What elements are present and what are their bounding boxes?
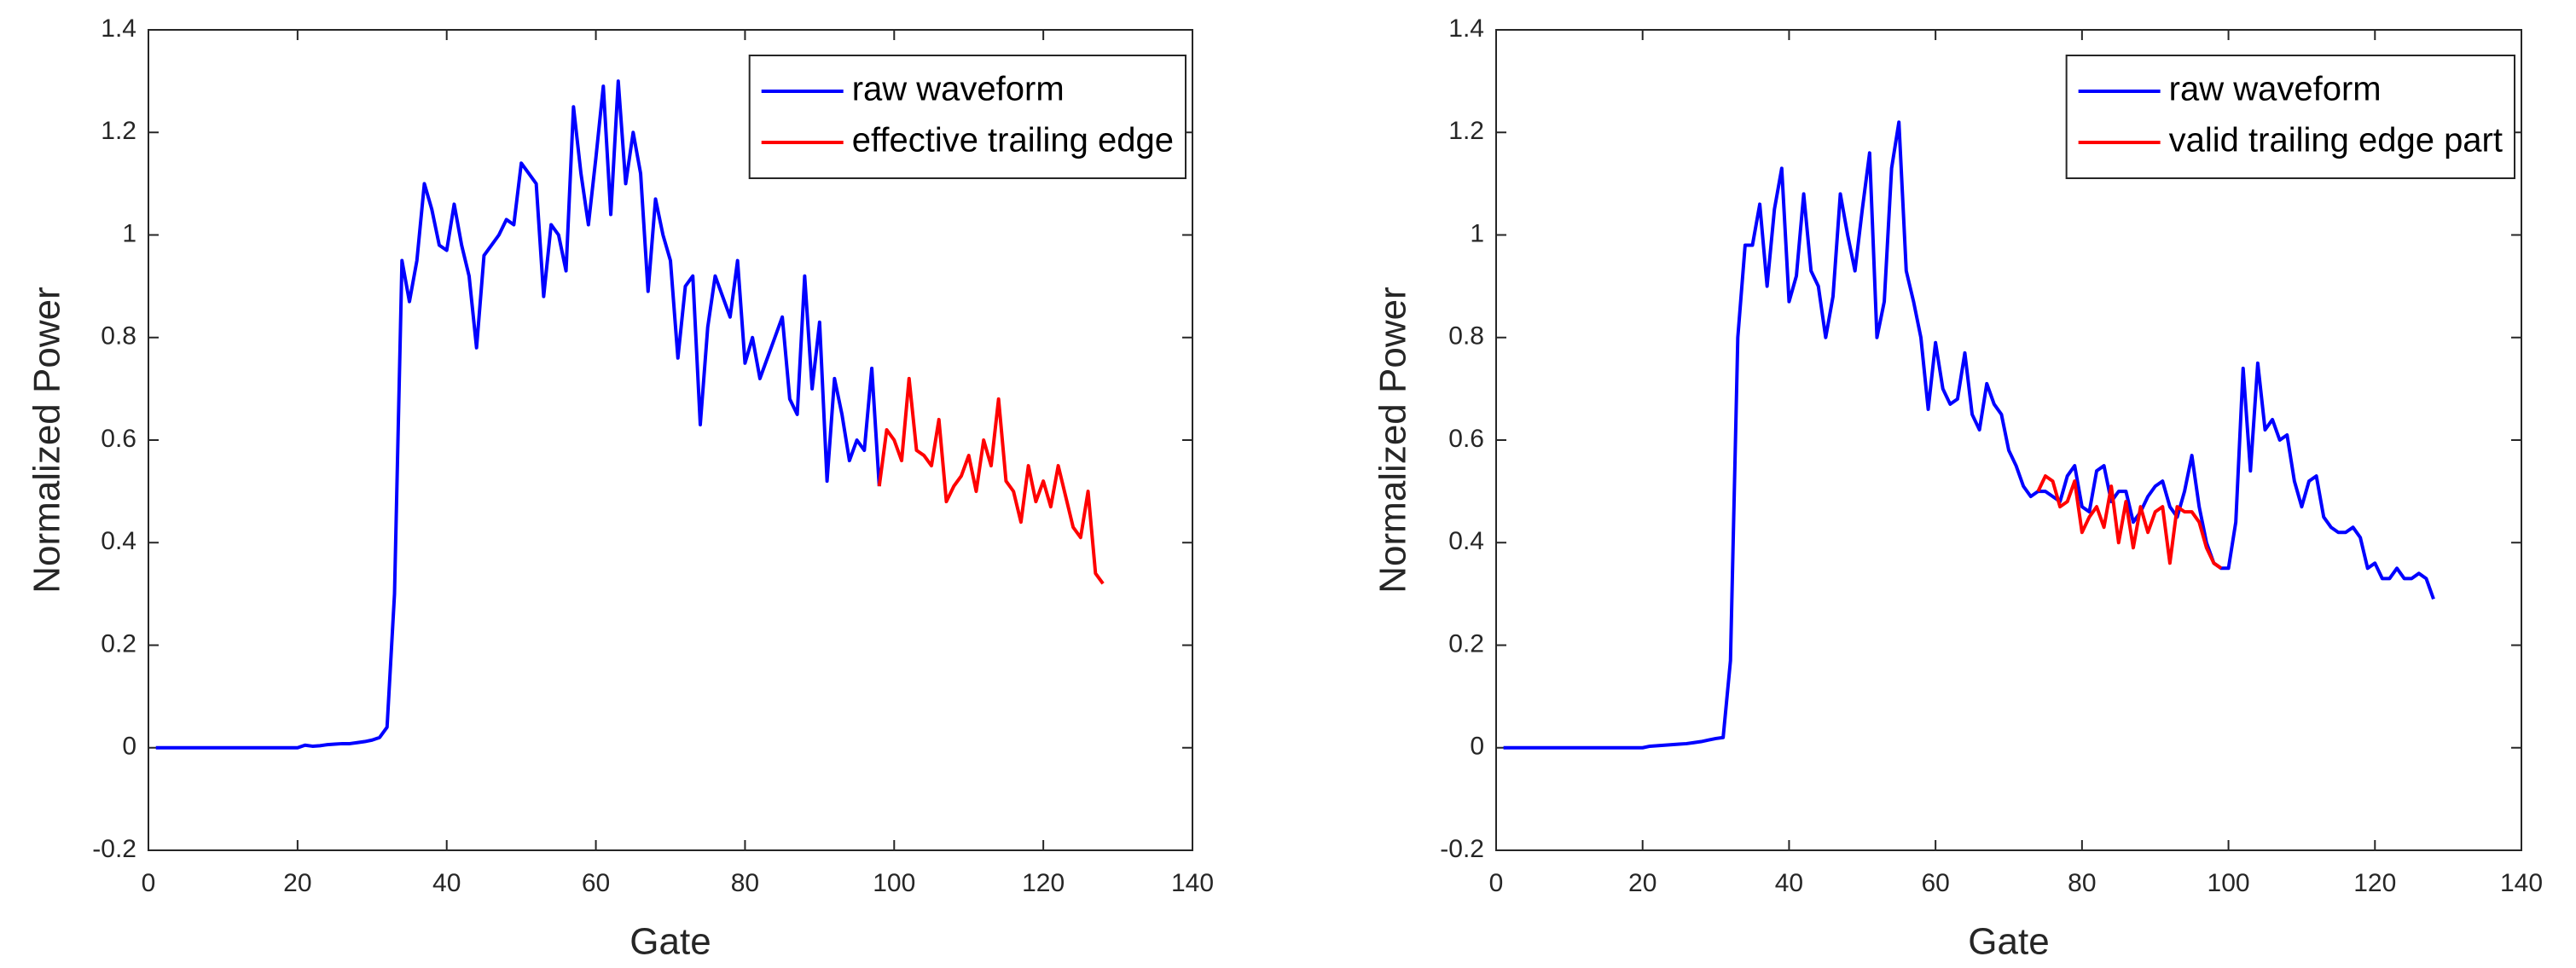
- x-tick-label: 100: [873, 869, 915, 897]
- x-axis-label: Gate: [1968, 921, 2049, 963]
- axes-frame: [148, 29, 1193, 851]
- y-tick-label: 0.8: [1448, 322, 1484, 351]
- y-tick-label: 0.4: [1448, 527, 1484, 555]
- x-tick-label: 20: [1628, 869, 1656, 897]
- x-tick-label: 80: [2068, 869, 2096, 897]
- legend-label: valid trailing edge part: [2169, 122, 2503, 159]
- legend-label: raw waveform: [2169, 71, 2382, 108]
- x-tick-label: 100: [2208, 869, 2250, 897]
- y-tick-label: 1.2: [101, 117, 136, 145]
- legend-label: raw waveform: [852, 71, 1065, 108]
- x-tick-label: 80: [731, 869, 759, 897]
- y-axis-label: Normalized Power: [26, 287, 68, 593]
- x-tick-label: 0: [142, 869, 156, 897]
- y-tick-label: 1.4: [101, 14, 136, 43]
- x-tick-label: 60: [1921, 869, 1949, 897]
- axes-frame: [1495, 29, 2522, 851]
- data-line: [2036, 474, 2223, 570]
- x-tick-label: 60: [582, 869, 610, 897]
- x-tick-label: 120: [1022, 869, 1065, 897]
- y-axis-label: Normalized Power: [1372, 287, 1414, 593]
- y-tick-label: 0.2: [1448, 629, 1484, 658]
- legend: raw waveform effective trailing edge: [748, 55, 1186, 179]
- data-line: [155, 79, 881, 750]
- y-tick-label: 1.4: [1448, 14, 1484, 43]
- x-tick-label: 40: [432, 869, 461, 897]
- legend-box: [2065, 55, 2515, 179]
- plot: 0 20 40 60 80 100 120 140-0.200.20.40.60.811.21…: [26, 14, 1214, 963]
- y-tick-label: 0: [122, 733, 136, 761]
- x-tick-label: 120: [2353, 869, 2396, 897]
- y-tick-label: -0.2: [92, 835, 136, 863]
- x-tick-label: 140: [2500, 869, 2543, 897]
- x-tick-label: 20: [283, 869, 311, 897]
- y-tick-label: 1.2: [1448, 117, 1484, 145]
- plot: 0 20 40 60 80 100 120 140-0.200.20.40.60.811.21…: [1372, 14, 2543, 963]
- data-line: [1503, 120, 2435, 750]
- legend-box: [748, 55, 1186, 179]
- y-tick-label: 0.6: [1448, 425, 1484, 453]
- y-tick-label: 1: [122, 219, 136, 247]
- legend-label: effective trailing edge: [852, 122, 1174, 159]
- y-tick-label: 0.6: [101, 425, 136, 453]
- legend: raw waveform valid trailing edge part: [2065, 55, 2515, 179]
- x-axis-label: Gate: [629, 921, 711, 963]
- data-line: [877, 376, 1105, 585]
- x-tick-label: 140: [1171, 869, 1214, 897]
- y-tick-label: 1: [1470, 219, 1484, 247]
- y-tick-label: 0.8: [101, 322, 136, 351]
- y-tick-label: 0.2: [101, 629, 136, 658]
- y-tick-label: -0.2: [1440, 835, 1484, 863]
- x-tick-label: 0: [1489, 869, 1504, 897]
- x-tick-label: 40: [1775, 869, 1803, 897]
- y-tick-label: 0: [1470, 733, 1484, 761]
- y-tick-label: 0.4: [101, 527, 136, 555]
